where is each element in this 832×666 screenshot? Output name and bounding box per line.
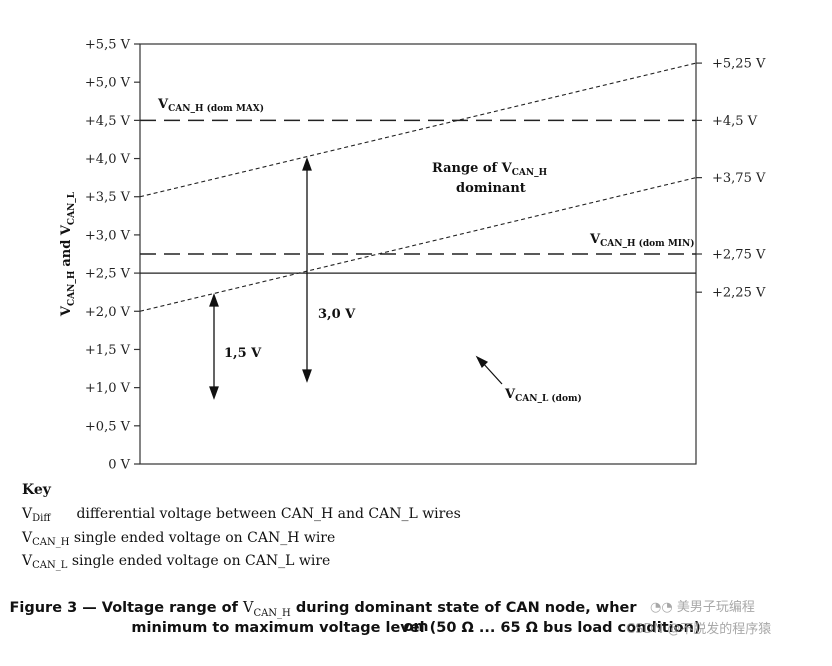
key-sym: V (22, 530, 33, 546)
caption-sym: V (242, 600, 254, 616)
series-line-dotted (139, 62, 697, 198)
key-title: Key (22, 482, 51, 498)
arrow-3v-label: 3,0 V (318, 307, 356, 322)
caption-part-c: om (403, 618, 429, 635)
v-can-l-label-sub: CAN_L (dom) (515, 393, 582, 404)
arrow-3v (302, 157, 312, 383)
v-can-l-pointer (475, 355, 503, 385)
y-axis-label-sub2: CAN_L (67, 191, 77, 225)
series-line-dotted (139, 177, 697, 312)
v-can-l-label: VCAN_L (dom) (504, 387, 582, 404)
key-row-vcanh: VCAN_H single ended voltage on CAN_H wir… (22, 530, 335, 548)
right-tick-label: +4,5 V (712, 114, 758, 129)
left-tick-label: +3,5 V (85, 190, 131, 205)
left-tick-label: 0 V (108, 458, 130, 473)
key-text: differential voltage between CAN_H and C… (76, 506, 461, 522)
y-axis-label-main: V (59, 305, 74, 317)
right-tick-label: +3,75 V (712, 171, 766, 186)
left-tick-label: +2,5 V (85, 267, 131, 282)
caption-part-b: during dominant state of CAN node, wher (290, 600, 637, 616)
range-label-main: Range of V (432, 161, 513, 176)
series-lines (139, 62, 697, 312)
dom-max-label-main: V (157, 97, 169, 112)
right-tick-label: +2,25 V (712, 286, 766, 301)
left-tick-label: +5,0 V (85, 76, 131, 91)
left-tick-label: +4,0 V (85, 152, 131, 167)
left-tick-label: +1,5 V (85, 343, 131, 358)
range-label-line2: dominant (456, 181, 526, 196)
left-axis-ticks: 0 V +0,5 V +1,0 V +1,5 V +2,0 V +2,5 V +3,0 V +… (85, 38, 140, 473)
key-sym: V (22, 553, 33, 569)
y-axis-label-sub1: CAN_H (67, 270, 77, 306)
right-tick-label: +5,25 V (712, 57, 766, 72)
dom-max-label-sub: CAN_H (dom MAX) (168, 103, 264, 114)
dom-min-label-main: V (589, 232, 601, 247)
left-tick-label: +1,0 V (85, 381, 131, 396)
arrow-1-5v (209, 293, 219, 400)
watermark-text1: 美男子玩编程 (676, 600, 755, 615)
dom-min-label-sub: CAN_H (dom MIN) (600, 238, 694, 249)
caption-part-a: Figure 3 — Voltage range of (9, 600, 243, 616)
v-can-l-label-main: V (504, 387, 516, 402)
left-tick-label: +3,0 V (85, 228, 131, 243)
key-sub: CAN_H (32, 537, 70, 548)
wechat-icon: ◔◔ (650, 600, 677, 615)
key-sym: V (22, 506, 33, 522)
dom-min-label: VCAN_H (dom MIN) (589, 232, 694, 249)
caption-sub: CAN_H (253, 607, 291, 619)
key-text: single ended voltage on CAN_H wire (73, 530, 336, 546)
key-row-vdiff: VDiff differential voltage between CAN_H … (22, 506, 461, 524)
y-axis-label-mid: and V (59, 224, 74, 266)
figure-caption-line1: Figure 3 — Voltage range of VCAN_H durin… (0, 600, 832, 635)
range-label-line1: Range of VCAN_H (432, 161, 548, 178)
left-tick-label: +4,5 V (85, 114, 131, 129)
right-tick-label: +2,75 V (712, 248, 766, 263)
watermark-line2: CSDN @不脱发的程序猿 (626, 622, 772, 637)
chart-svg: 0 V +0,5 V +1,0 V +1,5 V +2,0 V +2,5 V +3,0 V +… (59, 38, 766, 473)
watermark-line1: ◔◔ 美男子玩编程 (650, 596, 755, 615)
key-sub: Diff (32, 513, 51, 524)
dom-max-label: VCAN_H (dom MAX) (157, 97, 264, 114)
y-axis-label: VCAN_H and VCAN_L (59, 191, 77, 317)
key-sub: CAN_L (32, 560, 68, 571)
range-label-sub: CAN_H (512, 168, 548, 178)
key-text: single ended voltage on CAN_L wire (71, 553, 331, 569)
arrow-1-5v-label: 1,5 V (224, 346, 262, 361)
left-tick-label: +5,5 V (85, 38, 131, 53)
left-tick-label: +2,0 V (85, 305, 131, 320)
figure-caption-line2: minimum to maximum voltage level (50 Ω .… (131, 620, 701, 636)
left-tick-label: +0,5 V (85, 419, 131, 434)
right-axis-ticks: +5,25 V +4,5 V +3,75 V +2,75 V +2,25 V (696, 57, 766, 301)
key-row-vcanl: VCAN_L single ended voltage on CAN_L wir… (22, 553, 330, 571)
